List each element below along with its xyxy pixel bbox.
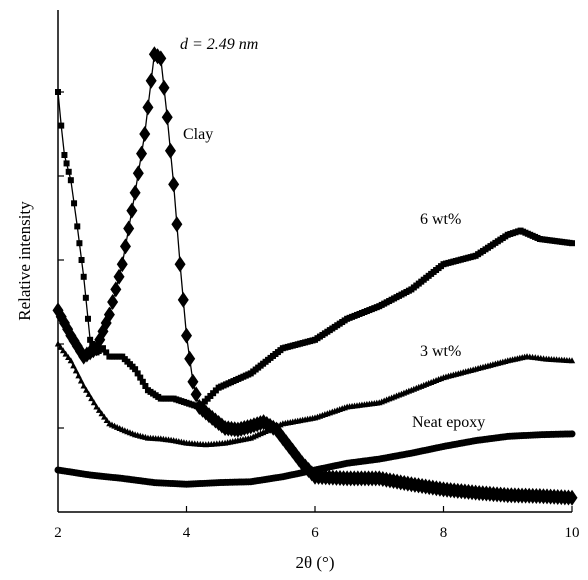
x-tick-label: 10 [565, 525, 580, 541]
x-tick-label: 8 [440, 525, 448, 541]
data-point [59, 347, 67, 354]
data-point [145, 72, 157, 89]
series-3wt [54, 340, 576, 448]
data-point [107, 294, 119, 310]
data-point [58, 122, 65, 129]
annotation-d-spacing: d = 2.49 nm [180, 36, 258, 53]
data-point [139, 378, 146, 385]
data-point [74, 223, 81, 230]
series-6wt [55, 89, 575, 410]
x-tick-label: 4 [183, 525, 191, 541]
data-point [67, 357, 75, 364]
series-neat-epoxy [54, 430, 576, 488]
data-point [164, 142, 176, 159]
annotation-neat-epoxy: Neat epoxy [412, 414, 485, 431]
data-point [119, 238, 131, 255]
data-point [90, 399, 98, 406]
data-point [93, 403, 100, 410]
data-point [158, 79, 170, 96]
data-point [62, 350, 69, 357]
x-tick-label: 2 [54, 525, 62, 541]
data-point [70, 362, 77, 369]
data-point [95, 406, 103, 413]
data-point [129, 184, 141, 201]
x-tick-labels: 2 4 6 8 10 [54, 525, 579, 541]
data-point [65, 353, 72, 360]
data-point [78, 257, 85, 263]
y-axis-title: Relative intensity [15, 201, 34, 321]
data-point [76, 240, 83, 247]
data-point [101, 413, 108, 420]
data-point [71, 200, 78, 207]
data-point [136, 145, 148, 162]
data-point [123, 220, 135, 237]
data-point [80, 273, 87, 280]
data-point [142, 383, 149, 389]
data-point [103, 416, 111, 423]
data-point [187, 373, 199, 390]
annotation-3wt: 3 wt% [420, 343, 461, 360]
data-point [85, 390, 93, 397]
data-point [55, 89, 61, 95]
data-point [110, 281, 122, 298]
data-point [77, 377, 85, 384]
data-point [84, 315, 91, 322]
data-point [67, 177, 74, 184]
data-point [569, 240, 575, 247]
data-point [89, 341, 96, 347]
data-point [116, 256, 128, 273]
data-point [126, 202, 138, 219]
data-point [88, 395, 95, 402]
data-point [132, 366, 139, 373]
data-point [137, 374, 144, 381]
data-point [99, 345, 106, 352]
data-point [139, 126, 151, 142]
data-point [113, 268, 125, 285]
x-ticks [185, 506, 573, 512]
series-line [57, 91, 573, 408]
data-point [142, 99, 154, 116]
data-point [82, 294, 89, 301]
data-point [54, 340, 62, 347]
annotation-6wt: 6 wt% [420, 211, 461, 228]
data-point [155, 50, 167, 67]
data-point [103, 349, 110, 356]
data-point [568, 357, 576, 364]
data-point [57, 343, 64, 350]
data-point [177, 291, 189, 308]
data-point [83, 386, 90, 393]
series-line [57, 53, 573, 499]
x-axis-title: 2θ (°) [295, 553, 334, 572]
data-point [98, 410, 105, 417]
data-point [63, 160, 70, 167]
data-point [132, 165, 144, 182]
data-point [168, 176, 180, 193]
data-point [87, 336, 94, 343]
data-point [190, 386, 202, 403]
data-point [171, 216, 183, 233]
data-point [72, 367, 80, 374]
data-point [80, 382, 87, 389]
data-point [174, 256, 186, 273]
data-point [566, 489, 578, 506]
series-clay [52, 46, 578, 506]
data-point [61, 152, 68, 158]
data-point [134, 370, 141, 377]
data-point [65, 168, 72, 175]
data-point [184, 350, 196, 367]
data-point [75, 372, 82, 379]
series-line [57, 343, 573, 446]
data-point [161, 109, 173, 126]
data-point [91, 345, 98, 352]
data-point [103, 306, 115, 323]
data-point [568, 430, 576, 438]
annotation-clay: Clay [183, 126, 213, 143]
data-point [181, 327, 192, 344]
x-tick-label: 6 [311, 525, 319, 541]
